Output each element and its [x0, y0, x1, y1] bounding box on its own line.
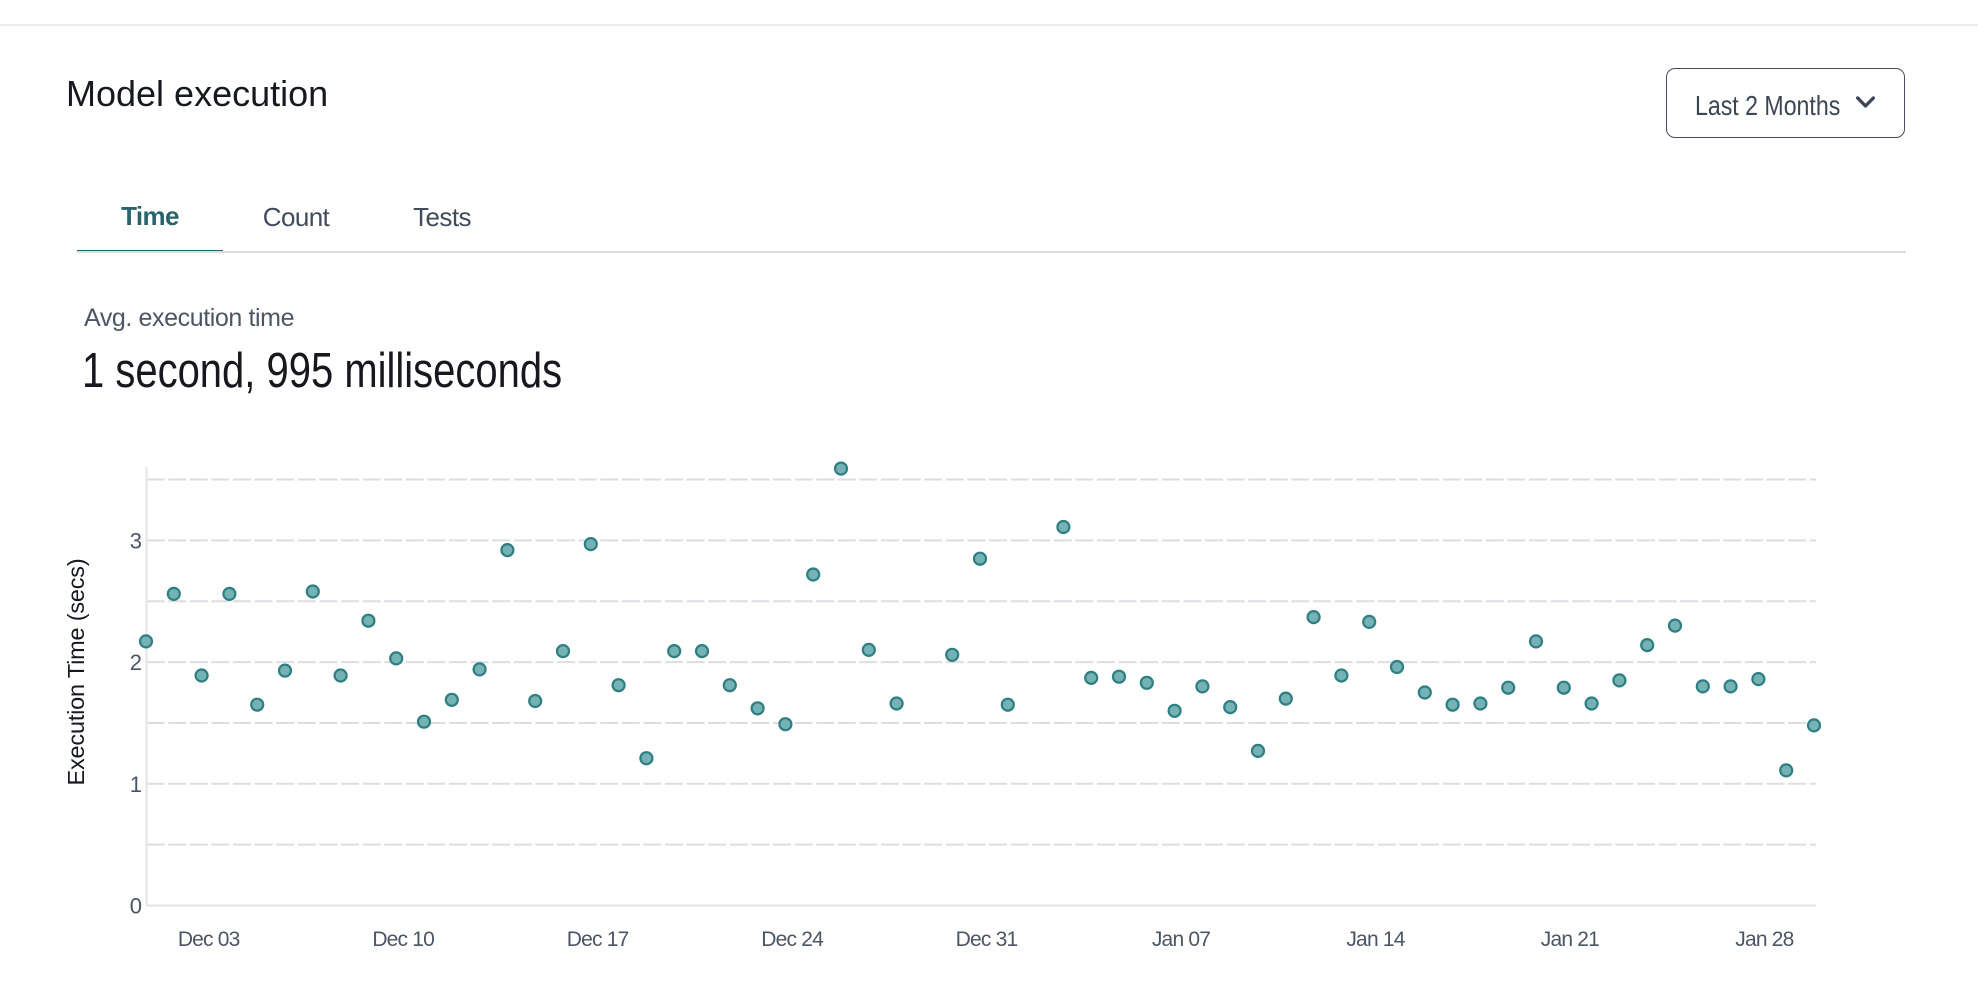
- svg-text:Jan 28: Jan 28: [1735, 928, 1793, 951]
- svg-text:1: 1: [130, 772, 142, 797]
- svg-text:3: 3: [130, 528, 142, 553]
- svg-text:Jan 14: Jan 14: [1346, 928, 1405, 951]
- svg-text:0: 0: [130, 894, 142, 919]
- svg-text:Dec 17: Dec 17: [567, 928, 629, 951]
- svg-text:Dec 24: Dec 24: [761, 928, 824, 951]
- svg-text:Jan 21: Jan 21: [1541, 928, 1599, 951]
- svg-text:Jan 07: Jan 07: [1152, 928, 1210, 951]
- svg-text:Dec 31: Dec 31: [956, 928, 1018, 951]
- svg-text:Execution Time (secs): Execution Time (secs): [63, 559, 89, 786]
- svg-text:Dec 10: Dec 10: [372, 928, 434, 951]
- svg-text:Dec 03: Dec 03: [178, 928, 240, 951]
- svg-text:2: 2: [130, 650, 142, 675]
